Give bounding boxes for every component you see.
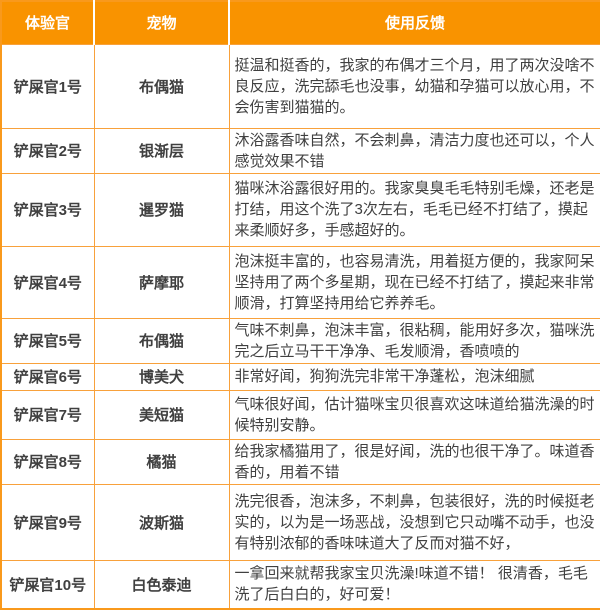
table-row: 铲屎官5号 布偶猫 气味不刺鼻，泡沫丰富，很粘稠，能用好多次，猫咪洗完之后立马干干净… [0,317,600,364]
table-row: 铲屎官7号 美短猫 气味很好闻，估计猫咪宝贝很喜欢这味道给猫洗澡的时候特别安静。 [0,389,600,440]
pet-cell: 暹罗猫 [93,172,230,247]
feedback-cell: 沐浴露香味自然，不会刺鼻，清洁力度也还可以，个人感觉效果不错 [228,127,600,174]
officer-cell: 铲屎官5号 [0,317,95,364]
pet-cell: 博美犬 [93,362,230,391]
officer-cell: 铲屎官10号 [0,559,95,610]
feedback-cell: 猫咪沐浴露很好用的。我家臭臭毛毛特别毛燥，还老是打结，用这个洗了3次左右，毛毛已… [228,172,600,247]
officer-cell: 铲屎官7号 [0,389,95,440]
pet-cell: 布偶猫 [93,43,230,129]
table-row: 铲屎官4号 萨摩耶 泡沫挺丰富的，也容易清洗，用着挺方便的，我家阿呆坚持用了两个多星… [0,245,600,319]
feedback-cell: 气味不刺鼻，泡沫丰富，很粘稠，能用好多次，猫咪洗完之后立马干干净净、毛发顺滑，香… [228,317,600,364]
table-row: 铲屎官3号 暹罗猫 猫咪沐浴露很好用的。我家臭臭毛毛特别毛燥，还老是打结，用这个洗了… [0,172,600,247]
pet-cell: 波斯猫 [93,483,230,561]
pet-cell: 橘猫 [93,438,230,485]
header-row: 体验官 宠物 使用反馈 [1,1,600,44]
officer-cell: 铲屎官3号 [0,172,95,247]
pet-cell: 布偶猫 [93,317,230,364]
table-row: 铲屎官1号 布偶猫 挺温和挺香的，我家的布偶才三个月，用了两次没啥不良反应，洗完舔毛… [0,43,600,129]
feedback-cell: 非常好闻，狗狗洗完非常干净蓬松，泡沫细腻 [228,362,600,391]
column-header-officer: 体验官 [1,1,94,44]
table-row: 铲屎官9号 波斯猫 洗完很香，泡沫多，不刺鼻，包装很好，洗的时候挺老实的，以为是一场… [0,483,600,561]
pet-cell: 萨摩耶 [93,245,230,319]
feedback-cell: 给我家橘猫用了，很是好闻，洗的也很干净了。味道香香的，用着不错 [228,438,600,485]
feedback-cell: 挺温和挺香的，我家的布偶才三个月，用了两次没啥不良反应，洗完舔毛也没事，幼猫和孕… [228,43,600,129]
officer-cell: 铲屎官6号 [0,362,95,391]
officer-cell: 铲屎官2号 [0,127,95,174]
officer-cell: 铲屎官9号 [0,483,95,561]
officer-cell: 铲屎官4号 [0,245,95,319]
feedback-cell: 洗完很香，泡沫多，不刺鼻，包装很好，洗的时候挺老实的，以为是一场恶战，没想到它只… [228,483,600,561]
column-header-pet: 宠物 [93,1,229,44]
feedback-cell: 气味很好闻，估计猫咪宝贝很喜欢这味道给猫洗澡的时候特别安静。 [228,389,600,440]
pet-cell: 美短猫 [93,389,230,440]
pet-cell: 银渐层 [93,127,230,174]
feedback-cell: 泡沫挺丰富的，也容易清洗，用着挺方便的，我家阿呆坚持用了两个多星期，现在已经不打… [228,245,600,319]
officer-cell: 铲屎官8号 [0,438,95,485]
table-row: 铲屎官8号 橘猫 给我家橘猫用了，很是好闻，洗的也很干净了。味道香香的，用着不错 [0,438,600,485]
officer-cell: 铲屎官1号 [0,43,95,129]
table-row: 铲屎官6号 博美犬 非常好闻，狗狗洗完非常干净蓬松，泡沫细腻 [0,362,600,391]
pet-cell: 白色泰迪 [93,559,230,610]
table-row: 铲屎官2号 银渐层 沐浴露香味自然，不会刺鼻，清洁力度也还可以，个人感觉效果不错 [0,127,600,174]
column-header-feedback: 使用反馈 [228,1,600,44]
